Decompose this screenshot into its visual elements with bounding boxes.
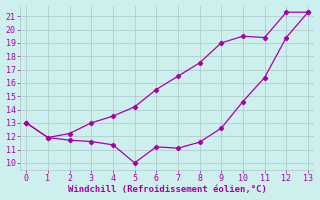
X-axis label: Windchill (Refroidissement éolien,°C): Windchill (Refroidissement éolien,°C) bbox=[68, 185, 267, 194]
